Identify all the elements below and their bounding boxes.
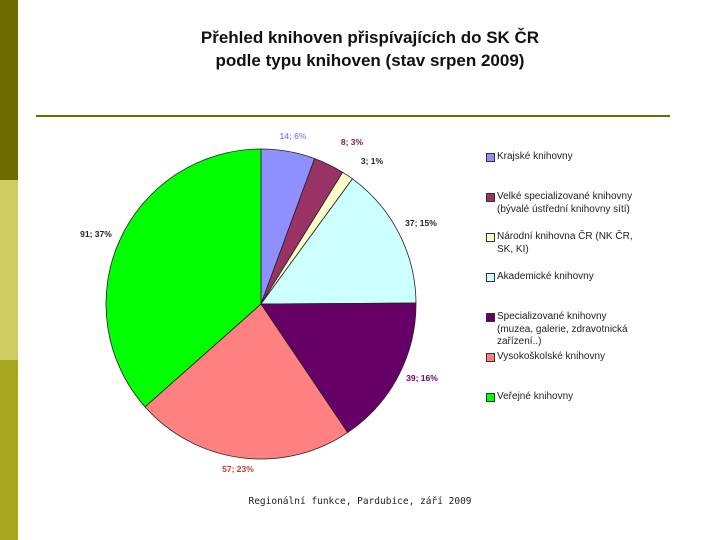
legend-label-4: Akademické knihovny	[497, 271, 650, 284]
slice-label-5: 39; 16%	[406, 373, 438, 383]
title-divider	[36, 115, 670, 117]
legend-swatch-4	[486, 273, 495, 282]
legend-label-line: (muzea, galerie, zdravotnická	[497, 323, 628, 335]
legend-label-line: Vysokoškolské knihovny	[497, 351, 606, 362]
legend-label-7: Veřejné knihovny	[497, 391, 650, 404]
legend-label-1: Krajské knihovny	[497, 151, 650, 164]
legend-label-3: Národní knihovna ČR (NK ČR, SK, KI)	[497, 231, 650, 256]
legend-label-line: Specializované knihovny	[497, 311, 607, 322]
legend-label-2: Velké specializované knihovny (bývalé úst…	[497, 191, 650, 216]
pie-slice-6	[144, 303, 349, 460]
pie-slice-7	[105, 148, 262, 408]
slide-title: Přehled knihoven přispívajících do SK ČR…	[120, 26, 620, 72]
slice-label-6: 57; 23%	[222, 464, 254, 474]
legend-label-line: (bývalé ústřední knihovny sítí)	[497, 203, 630, 215]
chart-legend: Krajské knihovny Velké specializované kni…	[478, 147, 650, 435]
side-bar-segment-bottom	[0, 360, 18, 540]
slice-label-7: 91; 37%	[80, 229, 112, 239]
slice-label-4: 37; 15%	[405, 218, 437, 228]
pie-slice-4	[260, 178, 417, 305]
legend-swatch-3	[486, 233, 495, 242]
side-bar-segment-top	[0, 0, 18, 180]
legend-label-line: Veřejné knihovny	[497, 391, 574, 402]
legend-swatch-6	[486, 353, 495, 362]
slice-label-3: 3; 1%	[361, 156, 384, 166]
title-line-1: Přehled knihoven přispívajících do SK ČR	[200, 28, 540, 47]
slide-footer: Regionální funkce, Pardubice, září 2009	[248, 496, 472, 507]
slice-label-2: 8; 3%	[341, 137, 364, 147]
legend-swatch-7	[486, 393, 495, 402]
legend-label-5: Specializované knihovny (muzea, galerie, …	[497, 311, 650, 349]
legend-swatch-2	[486, 193, 495, 202]
side-bar-segment-middle	[0, 180, 18, 360]
legend-label-6: Vysokoškolské knihovny	[497, 351, 650, 364]
legend-label-line: Akademické knihovny	[497, 271, 594, 282]
legend-swatch-5	[486, 313, 495, 322]
pie-slice-5	[260, 302, 417, 434]
title-line-2: podle typu knihoven (stav srpen 2009)	[215, 51, 525, 70]
legend-label-line: zařízení..)	[497, 336, 542, 347]
legend-swatch-1	[486, 153, 495, 162]
legend-label-line: Národní knihovna ČR (NK ČR,	[497, 231, 633, 242]
legend-label-line: SK, KI)	[497, 243, 529, 255]
side-accent-bar	[0, 0, 18, 540]
slice-label-1: 14; 6%	[280, 131, 307, 141]
legend-label-line: Velké specializované knihovny	[497, 191, 633, 202]
legend-label-line: Krajské knihovny	[497, 151, 573, 162]
